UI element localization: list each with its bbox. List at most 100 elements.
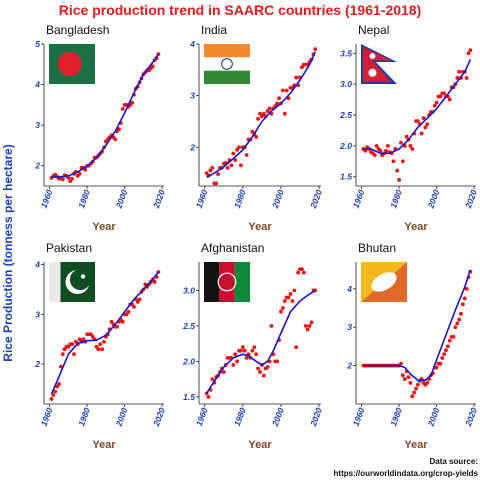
x-tick-label: 1980 [388,406,404,427]
figure-title: Rice production trend in SAARC countries… [59,2,422,18]
pakistan-flag-icon [49,262,95,302]
x-tick-label: 2000 [113,188,129,210]
afghanistan-flag-icon [204,262,250,302]
data-point [252,345,257,350]
data-point [460,302,465,307]
data-point [464,286,469,291]
x-tick-label: 1960 [194,406,210,427]
data-point [277,96,281,101]
y-tick-label: 2 [34,161,40,171]
data-point [286,295,291,300]
data-point [66,175,71,180]
y-tick-label: 3.0 [183,285,195,295]
data-point [120,319,125,324]
data-point [282,299,287,303]
data-point [100,347,105,352]
data-point [414,386,418,391]
data-point [233,158,238,163]
x-tick-label: 2020 [151,406,167,428]
data-point [309,320,314,325]
data-point [210,377,215,382]
data-point [363,148,368,153]
data-point [307,324,312,328]
data-point [137,297,142,302]
source-label: Data source: [430,457,478,466]
bangladesh-flag-disc [57,52,82,76]
x-tick-label: 2020 [151,188,167,210]
bangladesh-flag-icon [49,44,95,84]
y-tick-label: 2 [346,361,352,371]
data-point [284,88,289,93]
data-point [464,76,469,80]
panel-india: India 2 3 4 1960 1980 2000 2020 Year [189,23,324,233]
x-axis-title: Year [248,221,272,233]
data-point [275,101,280,106]
data-point [372,153,377,158]
data-point [288,292,293,296]
data-point [254,352,259,357]
nepal-flag-sun [368,68,377,77]
data-point [408,143,413,148]
trend-line [206,51,317,178]
data-point [210,166,215,170]
afghanistan-flag-green [234,262,250,302]
data-point [239,348,243,353]
panel-afghanistan: Afghanistan 1.5 2.0 2.5 3.0 1960 1980 2000 2020 Y… [182,241,324,451]
y-tick-label: 4 [189,39,195,49]
data-point [258,370,262,374]
y-tick-label: 3.0 [340,79,352,89]
trend-line [363,59,472,155]
data-point [374,143,379,148]
panel-title: Pakistan [46,241,92,255]
data-point [126,309,131,314]
data-point [250,348,255,353]
data-point [404,134,409,139]
bhutan-flag-icon [361,262,407,302]
data-point [254,135,259,139]
data-point [282,111,287,116]
data-point [419,131,424,136]
data-point [455,321,460,326]
pakistan-flag-star [80,274,86,279]
data-point [53,389,58,394]
panel-nepal: Nepal 1.5 2.0 2.5 3.0 3.5 1960 1980 2000 2020 Year [339,23,479,233]
data-point [231,151,236,156]
data-point [231,363,236,367]
x-tick-label: 1960 [194,188,210,209]
data-point [150,64,155,69]
data-point [51,393,56,397]
data-point [406,375,411,380]
data-point [438,361,443,366]
data-point [442,91,447,96]
x-tick-label: 2020 [463,188,479,210]
india-flag-white [204,57,250,71]
y-tick-label: 2.0 [339,141,352,151]
data-point [432,103,437,108]
panel-title: Bhutan [358,241,396,255]
data-point [462,296,467,301]
data-point [98,342,103,347]
y-tick-label: 2.5 [339,110,352,120]
y-tick-label: 3.5 [340,48,352,58]
y-tick-label: 2 [189,142,195,152]
x-tick-label: 2020 [463,406,479,428]
india-flag-icon [204,44,250,84]
x-axis-title: Year [248,439,272,451]
panel-title: Bangladesh [46,23,109,37]
data-point [421,116,426,120]
x-tick-label: 2000 [425,188,441,210]
data-point [459,311,463,316]
x-axis-title: Year [92,439,116,451]
trend-line [51,53,160,178]
x-tick-label: 1980 [232,406,248,427]
data-point [410,147,415,151]
data-point [132,304,136,309]
data-point [400,373,405,378]
data-point [468,48,473,53]
pakistan-flag-crescent-inner [69,269,91,290]
data-point [117,127,121,132]
data-point [410,394,415,399]
data-point [438,94,443,99]
data-point [400,159,405,164]
